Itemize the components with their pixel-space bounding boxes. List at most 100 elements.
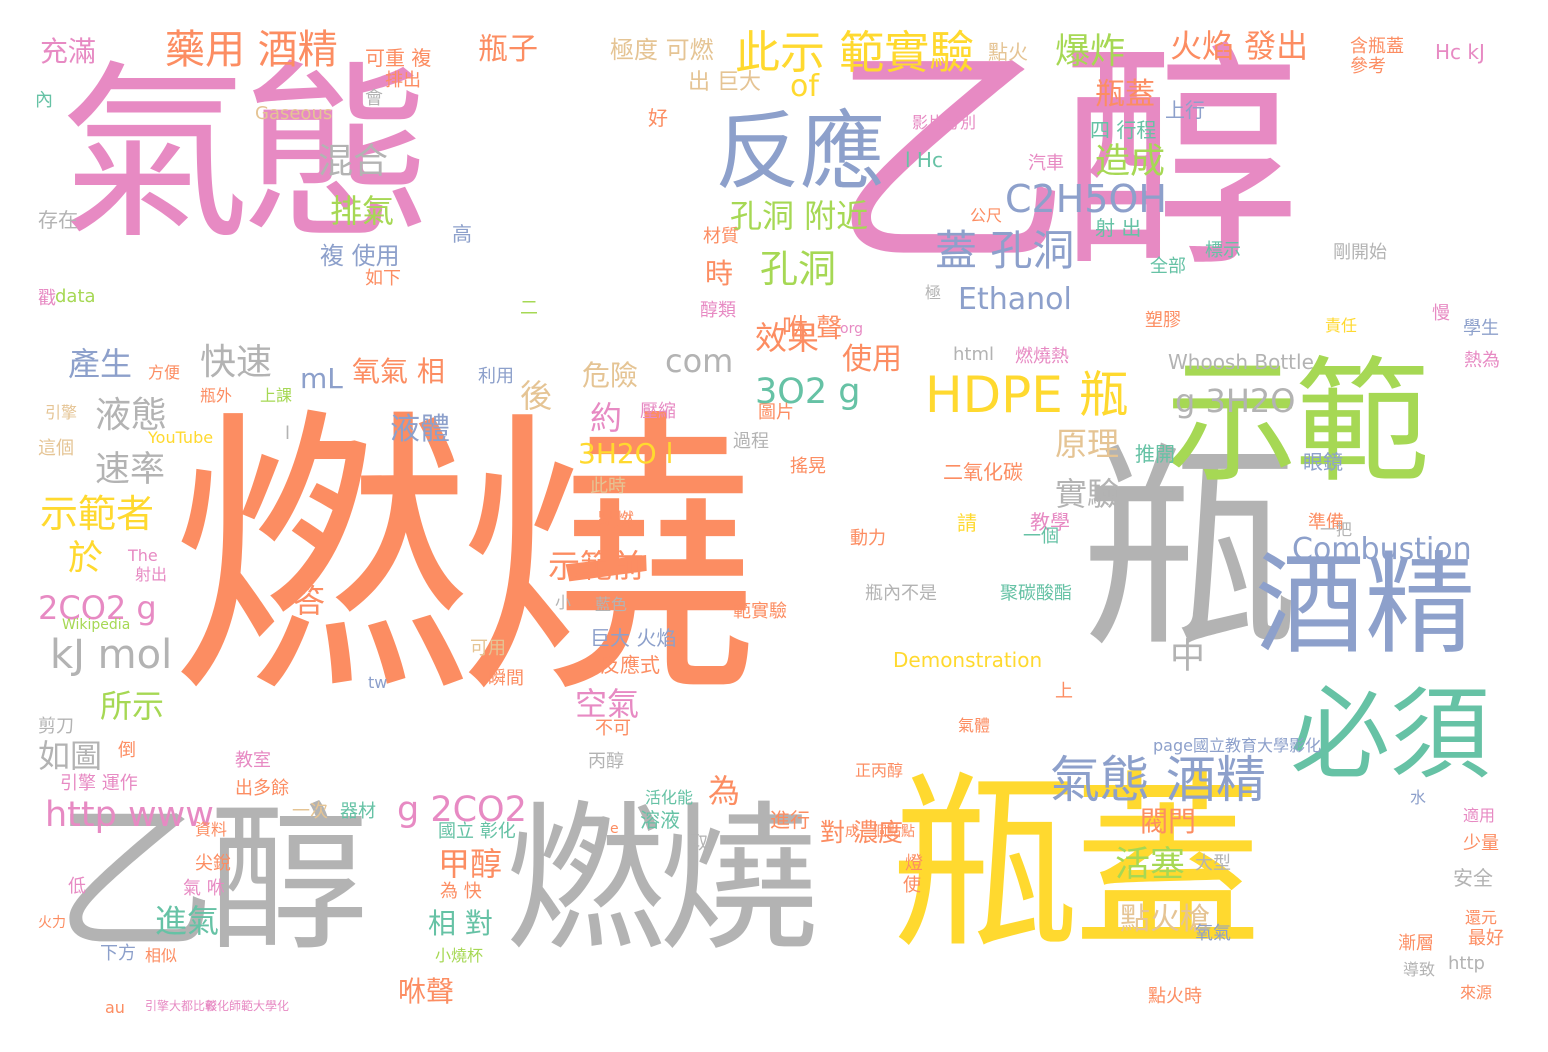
cloud-word: 動力 — [850, 528, 886, 549]
cloud-word: 引擎大都比較 — [145, 999, 218, 1013]
cloud-word: 熱為 — [1464, 350, 1500, 371]
cloud-word: 公尺 — [970, 206, 1003, 225]
cloud-word: The — [128, 546, 158, 565]
cloud-word: 效果 — [755, 319, 820, 357]
cloud-word: mL — [300, 362, 343, 395]
cloud-word: 射 出 — [1095, 216, 1142, 240]
cloud-word: 不可 — [595, 718, 631, 739]
cloud-word: data — [55, 286, 96, 307]
cloud-word: 甲醇 — [438, 845, 503, 883]
cloud-word: YouTube — [148, 428, 214, 447]
cloud-word: 影片分別 — [912, 113, 977, 132]
cloud-word: 時 — [705, 257, 734, 290]
cloud-word: 相 對 — [428, 907, 493, 940]
cloud-word: 國立 彰化 — [438, 821, 516, 842]
cloud-word: 氣 咻 — [183, 878, 225, 899]
cloud-word: 混合 — [318, 142, 389, 182]
cloud-word: Ethanol — [958, 282, 1072, 317]
cloud-word: 氣態 — [60, 44, 432, 265]
cloud-word: 導致 — [1403, 960, 1436, 979]
cloud-word: 引擎 — [45, 403, 78, 422]
cloud-word: 如下 — [365, 268, 401, 289]
cloud-word: 一個 — [1023, 526, 1059, 547]
cloud-word: 咻 聲 — [782, 314, 843, 344]
cloud-word: g 2CO2 — [397, 790, 527, 830]
cloud-word: 為 快 — [440, 881, 482, 902]
cloud-word: 反應 — [715, 103, 886, 202]
cloud-word: 示範 — [1165, 344, 1430, 501]
cloud-word: Combustion — [1292, 532, 1472, 567]
cloud-word: 推開 — [1135, 442, 1175, 466]
cloud-word: 瓶蓋 — [890, 754, 1262, 975]
cloud-word: 剛開始 — [1333, 242, 1387, 263]
cloud-word: 相似 — [145, 946, 178, 965]
cloud-word: au — [105, 998, 125, 1017]
cloud-word: 進氣 — [155, 902, 220, 940]
cloud-word: 聚碳酸酯 — [1000, 583, 1072, 604]
cloud-word: 搖晃 — [790, 456, 826, 477]
cloud-word: 示範前 — [548, 547, 645, 585]
cloud-word: 利用 — [478, 366, 514, 387]
cloud-word: 氧氣 相 — [352, 355, 445, 388]
cloud-word: 燃燒 — [505, 786, 819, 973]
cloud-word: 溶液 — [640, 808, 680, 832]
cloud-word: 慢 — [1432, 303, 1450, 324]
cloud-word: 此時 — [590, 476, 626, 497]
cloud-word: 瓶外 — [200, 386, 233, 405]
cloud-word: 3H2O l — [578, 437, 674, 470]
cloud-word: 範實驗 — [733, 601, 787, 622]
cloud-word: 危險 — [582, 359, 639, 392]
cloud-word: 酒精 — [1255, 541, 1475, 669]
cloud-word: 尖銳 — [195, 853, 231, 874]
cloud-word: tw — [368, 673, 388, 692]
cloud-word: 圖片 — [758, 402, 794, 423]
cloud-word: 材質 — [703, 226, 739, 247]
cloud-word: HDPE 瓶 — [925, 366, 1129, 424]
cloud-word: 取 — [690, 833, 708, 854]
cloud-word: 汽車 — [1028, 153, 1064, 174]
cloud-word: 蓋 孔洞 — [935, 226, 1075, 275]
cloud-word: 2CO2 g — [38, 589, 157, 627]
cloud-word: 乙醇 — [55, 786, 369, 973]
cloud-word: 戳 — [38, 288, 56, 309]
cloud-word: 排氣 — [330, 192, 395, 230]
cloud-word: of — [790, 69, 819, 104]
cloud-word: 引擎 運作 — [60, 773, 138, 794]
cloud-word: 爆炸 — [1055, 32, 1126, 72]
cloud-word: 含瓶蓋 — [1350, 36, 1404, 57]
cloud-word: 丙醇 — [588, 751, 624, 772]
cloud-word: 倒 — [118, 740, 136, 761]
cloud-word: 示範者 — [40, 492, 155, 536]
cloud-word: 火焰 發出 — [1170, 27, 1309, 65]
cloud-word: g 3H2O — [1175, 382, 1296, 420]
cloud-word: 小 — [555, 593, 572, 612]
cloud-word: 責任 — [1325, 316, 1358, 335]
cloud-word: 成一個點點 — [845, 824, 915, 840]
cloud-word: http www — [45, 795, 214, 835]
cloud-word: 後 — [520, 377, 553, 415]
cloud-word: l Hc — [905, 148, 943, 172]
cloud-word: 約 — [590, 399, 623, 437]
cloud-word: 會 — [365, 88, 383, 109]
cloud-word: Whoosh Bottle — [1168, 350, 1314, 374]
cloud-word: 適用 — [1463, 806, 1496, 825]
cloud-word: 極 — [925, 283, 942, 302]
cloud-word: 乙醇 — [830, 20, 1300, 300]
cloud-word: 可用 — [470, 638, 506, 659]
cloud-word: 液體 — [390, 412, 450, 447]
cloud-word: 點火槍 — [1120, 902, 1210, 937]
cloud-word: http — [1448, 953, 1485, 974]
cloud-word: 上課 — [260, 386, 293, 405]
cloud-word: 四 行程 — [1090, 118, 1157, 142]
cloud-word: 氣體 — [958, 716, 991, 735]
cloud-word: 瓶內不是 — [865, 583, 937, 604]
cloud-word: 極度 可燃 — [610, 36, 714, 64]
cloud-word: 過程 — [733, 431, 769, 452]
cloud-word: 充滿 — [40, 35, 97, 68]
cloud-word: C2H5OH — [1005, 177, 1167, 221]
cloud-word: 最好 — [1468, 928, 1504, 949]
cloud-word: 反應式 — [600, 653, 660, 677]
cloud-word: 點燃 — [598, 510, 634, 531]
cloud-word: 這個 — [38, 438, 74, 459]
